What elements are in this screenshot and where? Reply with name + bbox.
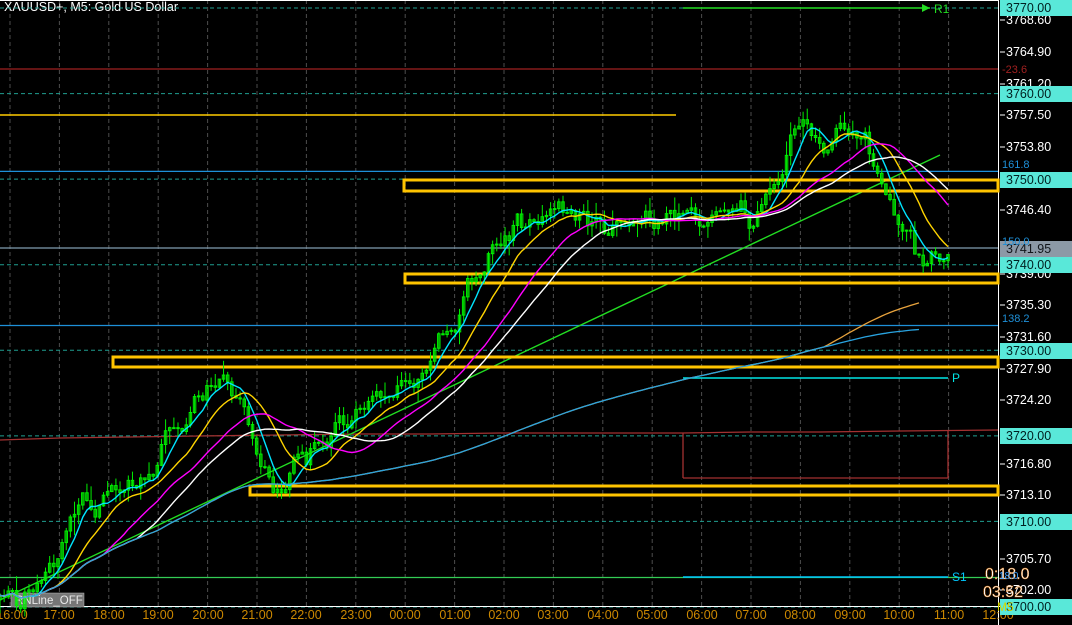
svg-text:20:00: 20:00 [192, 608, 223, 622]
svg-text:08:00: 08:00 [784, 608, 815, 622]
svg-text:3724.20: 3724.20 [1006, 393, 1051, 407]
svg-text:17:00: 17:00 [43, 608, 74, 622]
svg-text:03:00: 03:00 [537, 608, 568, 622]
svg-text:3727.90: 3727.90 [1006, 362, 1051, 376]
svg-text:XAUUSD+, M5: Gold US Dollar: XAUUSD+, M5: Gold US Dollar [4, 0, 178, 14]
svg-text:01:00: 01:00 [439, 608, 470, 622]
svg-text:11:00: 11:00 [934, 608, 964, 622]
svg-text:3757.50: 3757.50 [1006, 108, 1051, 122]
svg-text:P: P [952, 371, 960, 385]
svg-text:3764.90: 3764.90 [1006, 45, 1051, 59]
svg-text:3740.00: 3740.00 [1006, 258, 1051, 272]
svg-text:3746.40: 3746.40 [1006, 203, 1051, 217]
svg-text:3705.70: 3705.70 [1006, 552, 1051, 566]
svg-text:3730.00: 3730.00 [1006, 344, 1051, 358]
svg-text:3720.00: 3720.00 [1006, 429, 1051, 443]
svg-text:138.2: 138.2 [1002, 313, 1030, 325]
svg-text:06:00: 06:00 [686, 608, 717, 622]
svg-text:21:00: 21:00 [241, 608, 272, 622]
svg-text:3770.00: 3770.00 [1006, 1, 1051, 15]
svg-text:3713.10: 3713.10 [1006, 488, 1051, 502]
svg-text:3735.30: 3735.30 [1006, 298, 1051, 312]
svg-text:23:00: 23:00 [340, 608, 371, 622]
svg-text:3753.80: 3753.80 [1006, 140, 1051, 154]
svg-text:00:00: 00:00 [389, 608, 420, 622]
svg-text:M5: M5 [997, 600, 1014, 614]
svg-text:04:00: 04:00 [587, 608, 618, 622]
svg-text:150.0: 150.0 [1002, 236, 1030, 248]
svg-text:03:52: 03:52 [983, 584, 1023, 601]
svg-text:09:00: 09:00 [834, 608, 865, 622]
svg-text:16:00: 16:00 [0, 608, 28, 622]
svg-text:18:00: 18:00 [93, 608, 124, 622]
svg-text:R1: R1 [934, 2, 950, 16]
svg-text:10:00: 10:00 [883, 608, 914, 622]
svg-text:18.0: 18.0 [999, 571, 1019, 582]
svg-text:161.8: 161.8 [1002, 159, 1030, 171]
svg-text:3731.60: 3731.60 [1006, 330, 1051, 344]
svg-text:3710.00: 3710.00 [1006, 515, 1051, 529]
svg-text:3750.00: 3750.00 [1006, 173, 1051, 187]
svg-text:02:00: 02:00 [488, 608, 519, 622]
svg-text:3716.80: 3716.80 [1006, 457, 1051, 471]
svg-text:05:00: 05:00 [636, 608, 667, 622]
svg-text:07:00: 07:00 [735, 608, 766, 622]
svg-text:S1: S1 [952, 570, 967, 584]
svg-text:19:00: 19:00 [142, 608, 173, 622]
svg-text:22:00: 22:00 [290, 608, 321, 622]
svg-text:-23.6: -23.6 [1002, 64, 1027, 76]
svg-text:3760.00: 3760.00 [1006, 87, 1051, 101]
